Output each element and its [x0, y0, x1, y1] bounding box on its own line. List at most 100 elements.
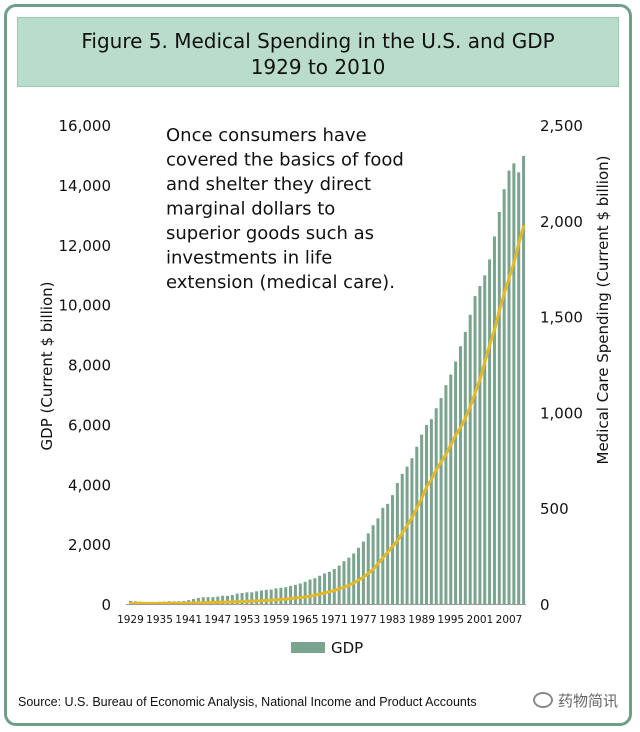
x-tick-label: 2001	[467, 614, 494, 626]
gdp-bar	[347, 557, 351, 604]
gdp-bar	[216, 596, 220, 604]
watermark: 药物简讯	[526, 688, 624, 713]
gdp-bar	[255, 591, 259, 604]
gdp-bar	[420, 434, 424, 604]
gdp-bar	[323, 573, 327, 604]
gdp-bar	[517, 172, 521, 604]
annotation-line: covered the basics of food	[166, 150, 404, 171]
gdp-bar	[512, 163, 516, 604]
figure-frame: Figure 5. Medical Spending in the U.S. a…	[4, 4, 632, 726]
title-banner: Figure 5. Medical Spending in the U.S. a…	[17, 17, 619, 87]
y-tick-label: 0	[101, 596, 111, 614]
gdp-bar	[391, 495, 395, 604]
gdp-bar	[410, 458, 414, 604]
medical-spending-line	[128, 225, 526, 605]
gdp-bar	[400, 473, 404, 604]
y2-tick-label: 1,500	[540, 309, 583, 327]
gdp-bar	[376, 518, 380, 604]
line-layer	[128, 225, 526, 605]
gdp-bar	[366, 533, 370, 604]
annotation-line: superior goods such as	[166, 223, 374, 244]
x-tick-label: 1947	[204, 614, 231, 626]
gdp-bar	[454, 361, 458, 604]
gdp-bar	[279, 587, 283, 604]
gdp-bar	[371, 525, 375, 604]
figure-title-line2: 1929 to 2010	[250, 55, 386, 79]
legend-label: GDP	[331, 639, 363, 657]
gdp-bar	[240, 593, 244, 604]
annotation-layer: Once consumers have covered the basics of…	[166, 125, 404, 293]
annotation-line: and shelter they direct	[166, 174, 371, 195]
gdp-bar	[250, 592, 254, 604]
gdp-bar	[289, 585, 293, 604]
gdp-bar	[303, 581, 307, 604]
y-tick-label: 2,000	[68, 536, 111, 554]
gdp-bar	[405, 466, 409, 604]
annotation-line: extension (medical care).	[166, 272, 395, 293]
gdp-bar	[492, 236, 496, 604]
axes-layer: 0 2,000 4,000 6,000 8,000 10,000 12,000 14,000 1…	[38, 117, 612, 626]
gdp-bar	[226, 595, 230, 604]
watermark-text: 药物简讯	[557, 693, 618, 710]
gdp-bar	[522, 156, 526, 604]
gdp-bar	[478, 286, 482, 604]
gdp-bar	[463, 331, 467, 604]
y2-tick-label: 2,000	[540, 213, 583, 231]
y2-tick-label: 500	[540, 500, 569, 518]
gdp-bar	[230, 595, 234, 604]
gdp-bar	[318, 575, 322, 604]
figure-title-line1: Figure 5. Medical Spending in the U.S. a…	[81, 29, 555, 53]
x-tick-label: 1995	[437, 614, 464, 626]
gdp-bar	[458, 346, 462, 604]
legend-layer: GDP	[291, 639, 363, 657]
gdp-bar	[274, 588, 278, 604]
gdp-bar	[308, 579, 312, 604]
chat-bubble-icon	[532, 692, 553, 708]
gdp-bar	[439, 398, 443, 604]
x-tick-label: 1959	[263, 614, 290, 626]
gdp-bar	[361, 541, 365, 604]
gdp-bar	[235, 593, 239, 604]
gdp-bar	[327, 571, 331, 604]
gdp-bar	[444, 385, 448, 604]
x-tick-label: 1953	[234, 614, 261, 626]
gdp-bar	[395, 483, 399, 604]
gdp-bar	[201, 597, 205, 604]
gdp-bar	[332, 569, 336, 604]
gdp-bar	[497, 212, 501, 604]
gdp-bar	[507, 170, 511, 604]
y-tick-label: 4,000	[68, 476, 111, 494]
x-tick-label: 1941	[175, 614, 202, 626]
gdp-bar	[245, 592, 249, 604]
gdp-bar	[259, 590, 263, 604]
gdp-bar	[357, 547, 361, 604]
annotation-line: Once consumers have	[166, 125, 367, 146]
y-tick-label: 6,000	[68, 416, 111, 434]
gdp-bar	[211, 597, 215, 604]
gdp-bar	[502, 189, 506, 604]
figure-title: Figure 5. Medical Spending in the U.S. a…	[18, 28, 618, 80]
y2-tick-label: 0	[540, 596, 550, 614]
x-tick-label: 1971	[321, 614, 348, 626]
bars-layer	[128, 156, 526, 604]
gdp-bar	[298, 583, 302, 604]
y-tick-label: 10,000	[59, 297, 112, 315]
source-note: Source: U.S. Bureau of Economic Analysis…	[18, 695, 477, 709]
gdp-bar	[221, 595, 225, 604]
gdp-bar	[483, 275, 487, 604]
gdp-bar	[434, 408, 438, 604]
gdp-bar	[473, 296, 477, 604]
y2-axis-label: Medical Care Spending (Current $ billion…	[594, 156, 612, 465]
annotation-line: investments in life	[166, 248, 332, 269]
y-axis-label: GDP (Current $ billion)	[38, 282, 56, 451]
x-tick-label: 1935	[146, 614, 173, 626]
x-tick-label: 1977	[350, 614, 377, 626]
gdp-bar	[468, 314, 472, 604]
x-tick-label: 1989	[408, 614, 435, 626]
gdp-bar	[196, 597, 200, 604]
gdp-bar	[342, 561, 346, 604]
gdp-bar	[269, 589, 273, 604]
gdp-bar	[313, 578, 317, 604]
annotation-line: marginal dollars to	[166, 199, 335, 220]
y-tick-label: 12,000	[59, 237, 112, 255]
